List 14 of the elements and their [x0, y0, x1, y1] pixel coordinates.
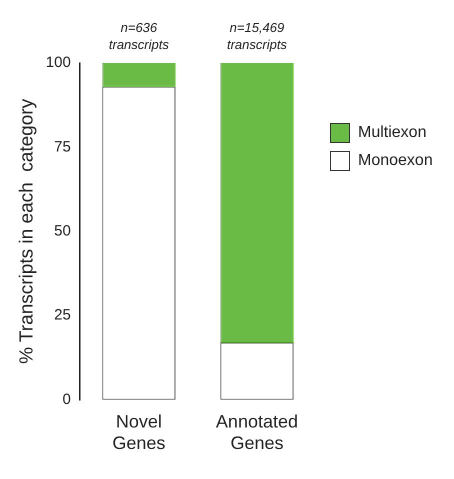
y-tick-label: 75	[54, 138, 71, 156]
x-tick-label: Novel Genes	[112, 412, 166, 454]
x-tick-label: Annotated Genes	[216, 412, 298, 454]
annotation: n=15,469 transcripts	[226, 20, 288, 52]
bar	[220, 63, 294, 343]
y-axis-title: % Transcripts in each category	[16, 98, 38, 364]
y-tick-label: 25	[54, 306, 71, 324]
y-tick-label: 100	[46, 54, 71, 72]
annotation: n=636 transcripts	[108, 20, 170, 52]
y-tick-label: 0	[62, 390, 71, 408]
y-tick-label: 50	[54, 222, 71, 240]
bar	[102, 63, 176, 87]
legend-label: Multiexon	[358, 124, 426, 142]
text: Monoexon	[358, 152, 433, 170]
